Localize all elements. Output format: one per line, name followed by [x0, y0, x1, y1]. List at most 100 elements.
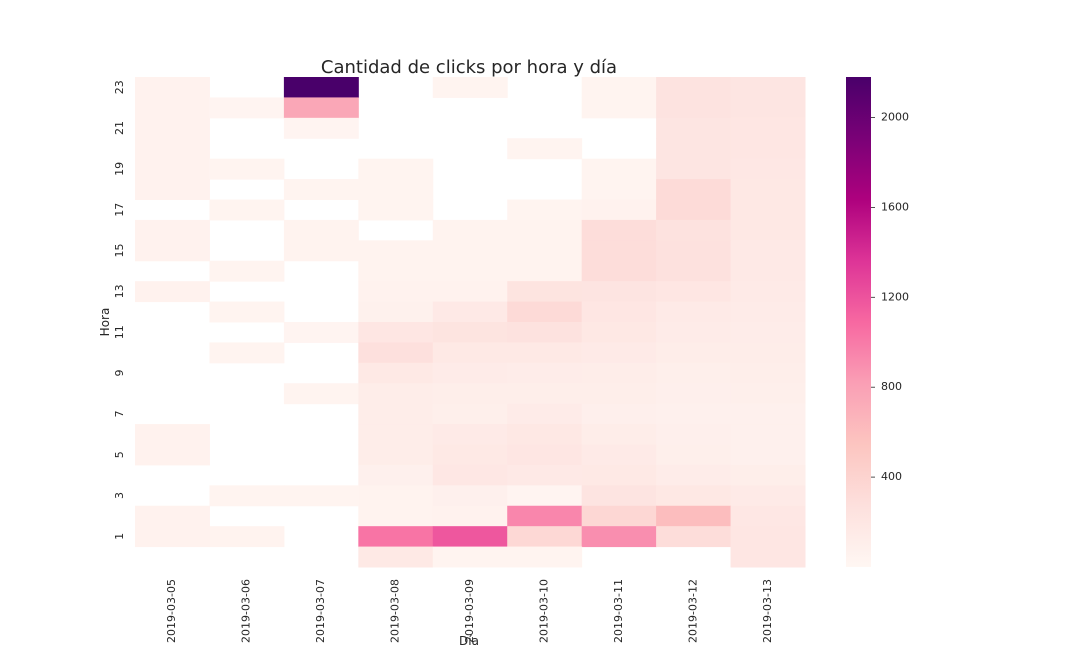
heatmap-cell	[358, 179, 434, 200]
heatmap-cell	[209, 485, 285, 507]
y-tick-label: 15	[113, 244, 126, 258]
heatmap-cell	[730, 444, 806, 466]
heatmap-cell	[656, 383, 732, 405]
heatmap-cell	[507, 403, 583, 425]
y-tick-label: 19	[113, 162, 126, 176]
heatmap-cell	[135, 77, 210, 98]
heatmap-cell	[358, 383, 434, 405]
heatmap-cell	[283, 485, 359, 507]
heatmap-cell	[135, 526, 210, 548]
heatmap-cell	[730, 301, 806, 323]
heatmap-cell	[432, 362, 508, 384]
heatmap-cell	[135, 219, 210, 241]
heatmap-cell	[581, 403, 657, 425]
heatmap-cell	[730, 526, 806, 548]
colorbar-tick-label: 400	[881, 470, 902, 483]
x-tick-label: 2019-03-08	[389, 579, 402, 643]
heatmap-cell	[581, 383, 657, 405]
heatmap-cell	[135, 117, 210, 139]
heatmap-cell	[507, 138, 583, 160]
y-tick-label: 1	[113, 533, 126, 540]
x-tick-label: 2019-03-09	[463, 579, 476, 643]
heatmap-cell	[209, 526, 285, 548]
heatmap-cell	[656, 219, 732, 241]
heatmap-cell	[581, 424, 657, 445]
heatmap-cell	[209, 97, 285, 119]
heatmap-cell	[656, 77, 732, 98]
heatmap-cell	[209, 199, 285, 221]
heatmap-cell	[730, 97, 806, 119]
heatmap-cell	[432, 424, 508, 445]
heatmap-cell	[656, 403, 732, 425]
heatmap-cell	[507, 322, 583, 343]
heatmap-cell	[432, 219, 508, 241]
heatmap-cell	[432, 260, 508, 282]
heatmap-cell	[581, 526, 657, 548]
heatmap-cell	[581, 485, 657, 507]
y-tick-label: 17	[113, 203, 126, 217]
heatmap-cell	[730, 158, 806, 180]
colorbar-tick-label: 800	[881, 380, 902, 393]
colorbar-ticks: 400 800 1200 1600 2000	[871, 111, 909, 483]
heatmap-cell	[358, 464, 434, 486]
heatmap-cell	[358, 403, 434, 425]
heatmap-cell	[432, 505, 508, 527]
y-tick-label: 11	[113, 325, 126, 339]
heatmap-cell	[358, 424, 434, 445]
heatmap-cell	[507, 526, 583, 548]
heatmap-cell	[656, 117, 732, 139]
heatmap-cell	[581, 240, 657, 262]
heatmap-cell	[656, 485, 732, 507]
heatmap-cell	[432, 485, 508, 507]
heatmap-cell	[730, 117, 806, 139]
heatmap-cell	[656, 281, 732, 303]
y-axis-ticks: 23 21 19 17 15 13 11 9 7 5 3 1	[113, 80, 126, 540]
heatmap-cell	[656, 97, 732, 119]
heatmap-cell	[358, 281, 434, 303]
heatmap-cell	[209, 260, 285, 282]
heatmap-cell	[581, 362, 657, 384]
heatmap-cell	[432, 342, 508, 364]
heatmap-cell	[581, 179, 657, 200]
heatmap-cell	[656, 424, 732, 445]
heatmap-cell	[432, 77, 508, 98]
heatmap-cell	[358, 240, 434, 262]
heatmap-cell	[283, 219, 359, 241]
heatmap-cell	[581, 260, 657, 282]
heatmap-cell	[358, 505, 434, 527]
heatmap-cell	[283, 322, 359, 343]
heatmap-cell	[730, 281, 806, 303]
heatmap-cell	[358, 526, 434, 548]
y-tick-label: 23	[113, 80, 126, 94]
heatmap-cell	[432, 546, 508, 568]
heatmap-cell	[507, 219, 583, 241]
heatmap-cell	[358, 485, 434, 507]
heatmap-cell	[135, 281, 210, 303]
heatmap-cell	[730, 464, 806, 486]
y-tick-label: 21	[113, 121, 126, 135]
heatmap-cell	[358, 444, 434, 466]
heatmap-cell	[358, 260, 434, 282]
heatmap-cell	[283, 97, 359, 119]
heatmap-cell	[209, 301, 285, 323]
heatmap-cell	[507, 546, 583, 568]
heatmap-cell	[656, 505, 732, 527]
heatmap-cell	[209, 342, 285, 364]
heatmap-cell	[283, 117, 359, 139]
heatmap-cell	[209, 158, 285, 180]
heatmap-cell	[283, 240, 359, 262]
heatmap-cell	[730, 362, 806, 384]
heatmap-cell	[730, 505, 806, 527]
x-tick-label: 2019-03-05	[165, 579, 178, 643]
heatmap-cell	[730, 199, 806, 221]
heatmap-cell	[656, 138, 732, 160]
heatmap-cell	[358, 362, 434, 384]
colorbar-tick-label: 2000	[881, 111, 909, 124]
heatmap-cell	[730, 77, 806, 98]
heatmap-cell	[135, 138, 210, 160]
chart-title: Cantidad de clicks por hora y día	[321, 57, 617, 78]
x-tick-label: 2019-03-13	[761, 579, 774, 643]
heatmap-cell	[507, 383, 583, 405]
heatmap-cell	[432, 464, 508, 486]
heatmap-cell	[656, 322, 732, 343]
